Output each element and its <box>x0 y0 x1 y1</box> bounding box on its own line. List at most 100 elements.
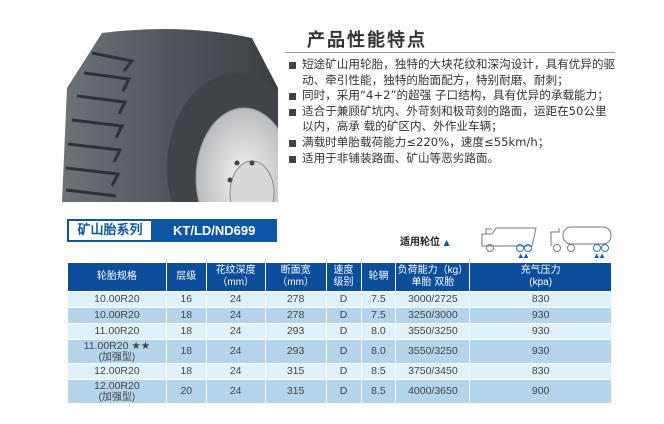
cell-ply: 20 <box>165 379 207 404</box>
cell-value: 315 <box>286 365 305 377</box>
cell-speed: D <box>325 307 362 324</box>
column-header: 充气压力 (kpa) <box>469 262 612 292</box>
cell-width: 315 <box>264 379 327 404</box>
cell-size: 10.00R20 <box>67 307 167 324</box>
cell-value: 930 <box>531 325 550 337</box>
cell-ply: 18 <box>165 307 207 324</box>
column-header: 断面宽 （mm） <box>264 262 327 292</box>
cell-width: 293 <box>264 323 327 340</box>
series-banner: 矿山胎系列 KT/LD/ND699 <box>67 219 277 242</box>
table-row: 12.00R20 (加强型) 20 24 315 D 8.5 4000/3650 900 <box>67 379 612 404</box>
cell-value: 3000/2725 <box>408 293 458 305</box>
cell-value: 900 <box>531 385 550 397</box>
cell-pressure: 930 <box>469 339 612 364</box>
cell-value: 24 <box>229 293 242 305</box>
cell-ply: 18 <box>165 339 207 364</box>
cell-value: 24 <box>229 385 242 397</box>
header-line1: 层级 <box>176 271 197 282</box>
cell-size: 10.00R20 <box>67 291 167 308</box>
column-header: 负荷能力（kg） 单胎 双胎 <box>395 262 471 292</box>
feature-item: 适用于非铺装路面、矿山等恶劣路面。 <box>288 151 618 167</box>
cell-load: 3250/3000 <box>395 307 471 324</box>
cell-load: 3750/3450 <box>395 363 471 380</box>
title-divider <box>285 52 615 53</box>
cell-value: 18 <box>180 365 193 377</box>
cell-value: D <box>339 309 348 321</box>
feature-item: 适合于兼顾矿坑内、外苛刻和极苛刻的路面，运距在50公里以内，高承 载的矿区内、外… <box>288 104 618 135</box>
cell-value: 830 <box>531 365 550 377</box>
series-label: 矿山胎系列 <box>69 221 151 240</box>
cell-value: 830 <box>531 293 550 305</box>
header-line1: 轮辋 <box>368 271 389 282</box>
cell-load: 3550/3250 <box>395 323 471 340</box>
cell-value: 11.00R20 <box>94 325 140 337</box>
cell-value: 18 <box>180 309 193 321</box>
cell-value: D <box>339 365 348 377</box>
cell-ply: 16 <box>165 291 207 308</box>
cell-size: 11.00R20 ★★ (加强型) <box>67 339 167 364</box>
cell-value: 3550/3250 <box>408 325 458 337</box>
cell-value: D <box>339 345 348 357</box>
cell-value: 8.5 <box>371 385 386 397</box>
header-line1: 花纹深度 <box>215 265 256 276</box>
cell-pressure: 830 <box>469 363 612 380</box>
cell-value: 12.00R20 <box>94 365 140 377</box>
feature-item: 满载时单胎载荷能力≤220%，速度≤55km/h； <box>288 135 618 151</box>
svg-text:▲▲: ▲▲ <box>518 252 529 258</box>
table-row: 12.00R20 18 24 315 D 8.5 3750/3450 830 <box>67 363 612 380</box>
cell-value: 930 <box>531 345 550 357</box>
column-header: 花纹深度 （mm） <box>205 262 266 292</box>
cell-size: 12.00R20 <box>67 363 167 380</box>
cell-value: 4000/3650 <box>408 385 458 397</box>
cell-load: 3000/2725 <box>395 291 471 308</box>
cell-pressure: 930 <box>469 323 612 340</box>
cell-width: 278 <box>264 307 327 324</box>
cell-value: 18 <box>180 345 193 357</box>
cell-rim: 8.5 <box>360 363 397 380</box>
feature-list: 短途矿山用轮胎，独特的大块花纹和深沟设计，具有优异的驱动、牵引性能，独特的胎面配… <box>288 57 618 166</box>
feature-item: 同时，采用“4+2”的超强 子口结构，具有优异的承载能力； <box>288 88 618 104</box>
cell-value: 16 <box>180 293 193 305</box>
cell-depth: 24 <box>205 379 266 404</box>
cell-value: 8.5 <box>371 365 386 377</box>
cell-speed: D <box>325 323 362 340</box>
cell-value: D <box>339 293 348 305</box>
column-header: 层级 <box>165 262 207 292</box>
cell-value: D <box>339 385 348 397</box>
cell-subtitle: (加强型) <box>98 351 136 363</box>
table-row: 11.00R20 ★★ (加强型) 18 24 293 D 8.0 3550/3250 930 <box>67 339 612 364</box>
cell-value: 293 <box>286 345 305 357</box>
cell-size: 12.00R20 (加强型) <box>67 379 167 404</box>
header-line1: 充气压力 <box>520 265 561 276</box>
cell-depth: 24 <box>205 323 266 340</box>
cell-rim: 7.5 <box>360 307 397 324</box>
header-line2: 单胎 双胎 <box>411 277 455 288</box>
column-header: 轮胎规格 <box>67 262 167 292</box>
series-model: KT/LD/ND699 <box>151 221 275 240</box>
cell-depth: 24 <box>205 363 266 380</box>
cell-value: 3550/3250 <box>408 345 458 357</box>
cell-value: 24 <box>229 345 242 357</box>
cell-load: 4000/3650 <box>395 379 471 404</box>
tire-image <box>62 29 278 202</box>
cell-depth: 24 <box>205 307 266 324</box>
cell-speed: D <box>325 339 362 364</box>
header-line2: (kpa) <box>529 277 553 288</box>
header-line2: （mm） <box>217 277 255 288</box>
cell-value: 20 <box>180 385 193 397</box>
cell-value: 930 <box>531 309 550 321</box>
header-line1: 断面宽 <box>280 265 311 276</box>
cell-value: 24 <box>229 309 242 321</box>
feature-item: 短途矿山用轮胎，独特的大块花纹和深沟设计，具有优异的驱动、牵引性能，独特的胎面配… <box>288 57 618 88</box>
cell-rim: 8.0 <box>360 339 397 364</box>
cell-value: 278 <box>286 293 305 305</box>
table-row: 10.00R20 18 24 278 D 7.5 3250/3000 930 <box>67 307 612 324</box>
cell-value: 12.00R20 <box>94 379 140 392</box>
svg-text:▲▲: ▲▲ <box>594 252 605 258</box>
cell-depth: 24 <box>205 339 266 364</box>
cell-value: 24 <box>229 325 242 337</box>
table-header-row: 轮胎规格 层级 花纹深度 （mm） 断面宽 （mm） 速度 级别 轮辋 负荷能力（kg） 单胎 双胎… <box>67 262 612 292</box>
cell-value: 18 <box>180 325 193 337</box>
wheel-position-label: 适用轮位 ▲ <box>400 233 450 248</box>
cell-width: 278 <box>264 291 327 308</box>
